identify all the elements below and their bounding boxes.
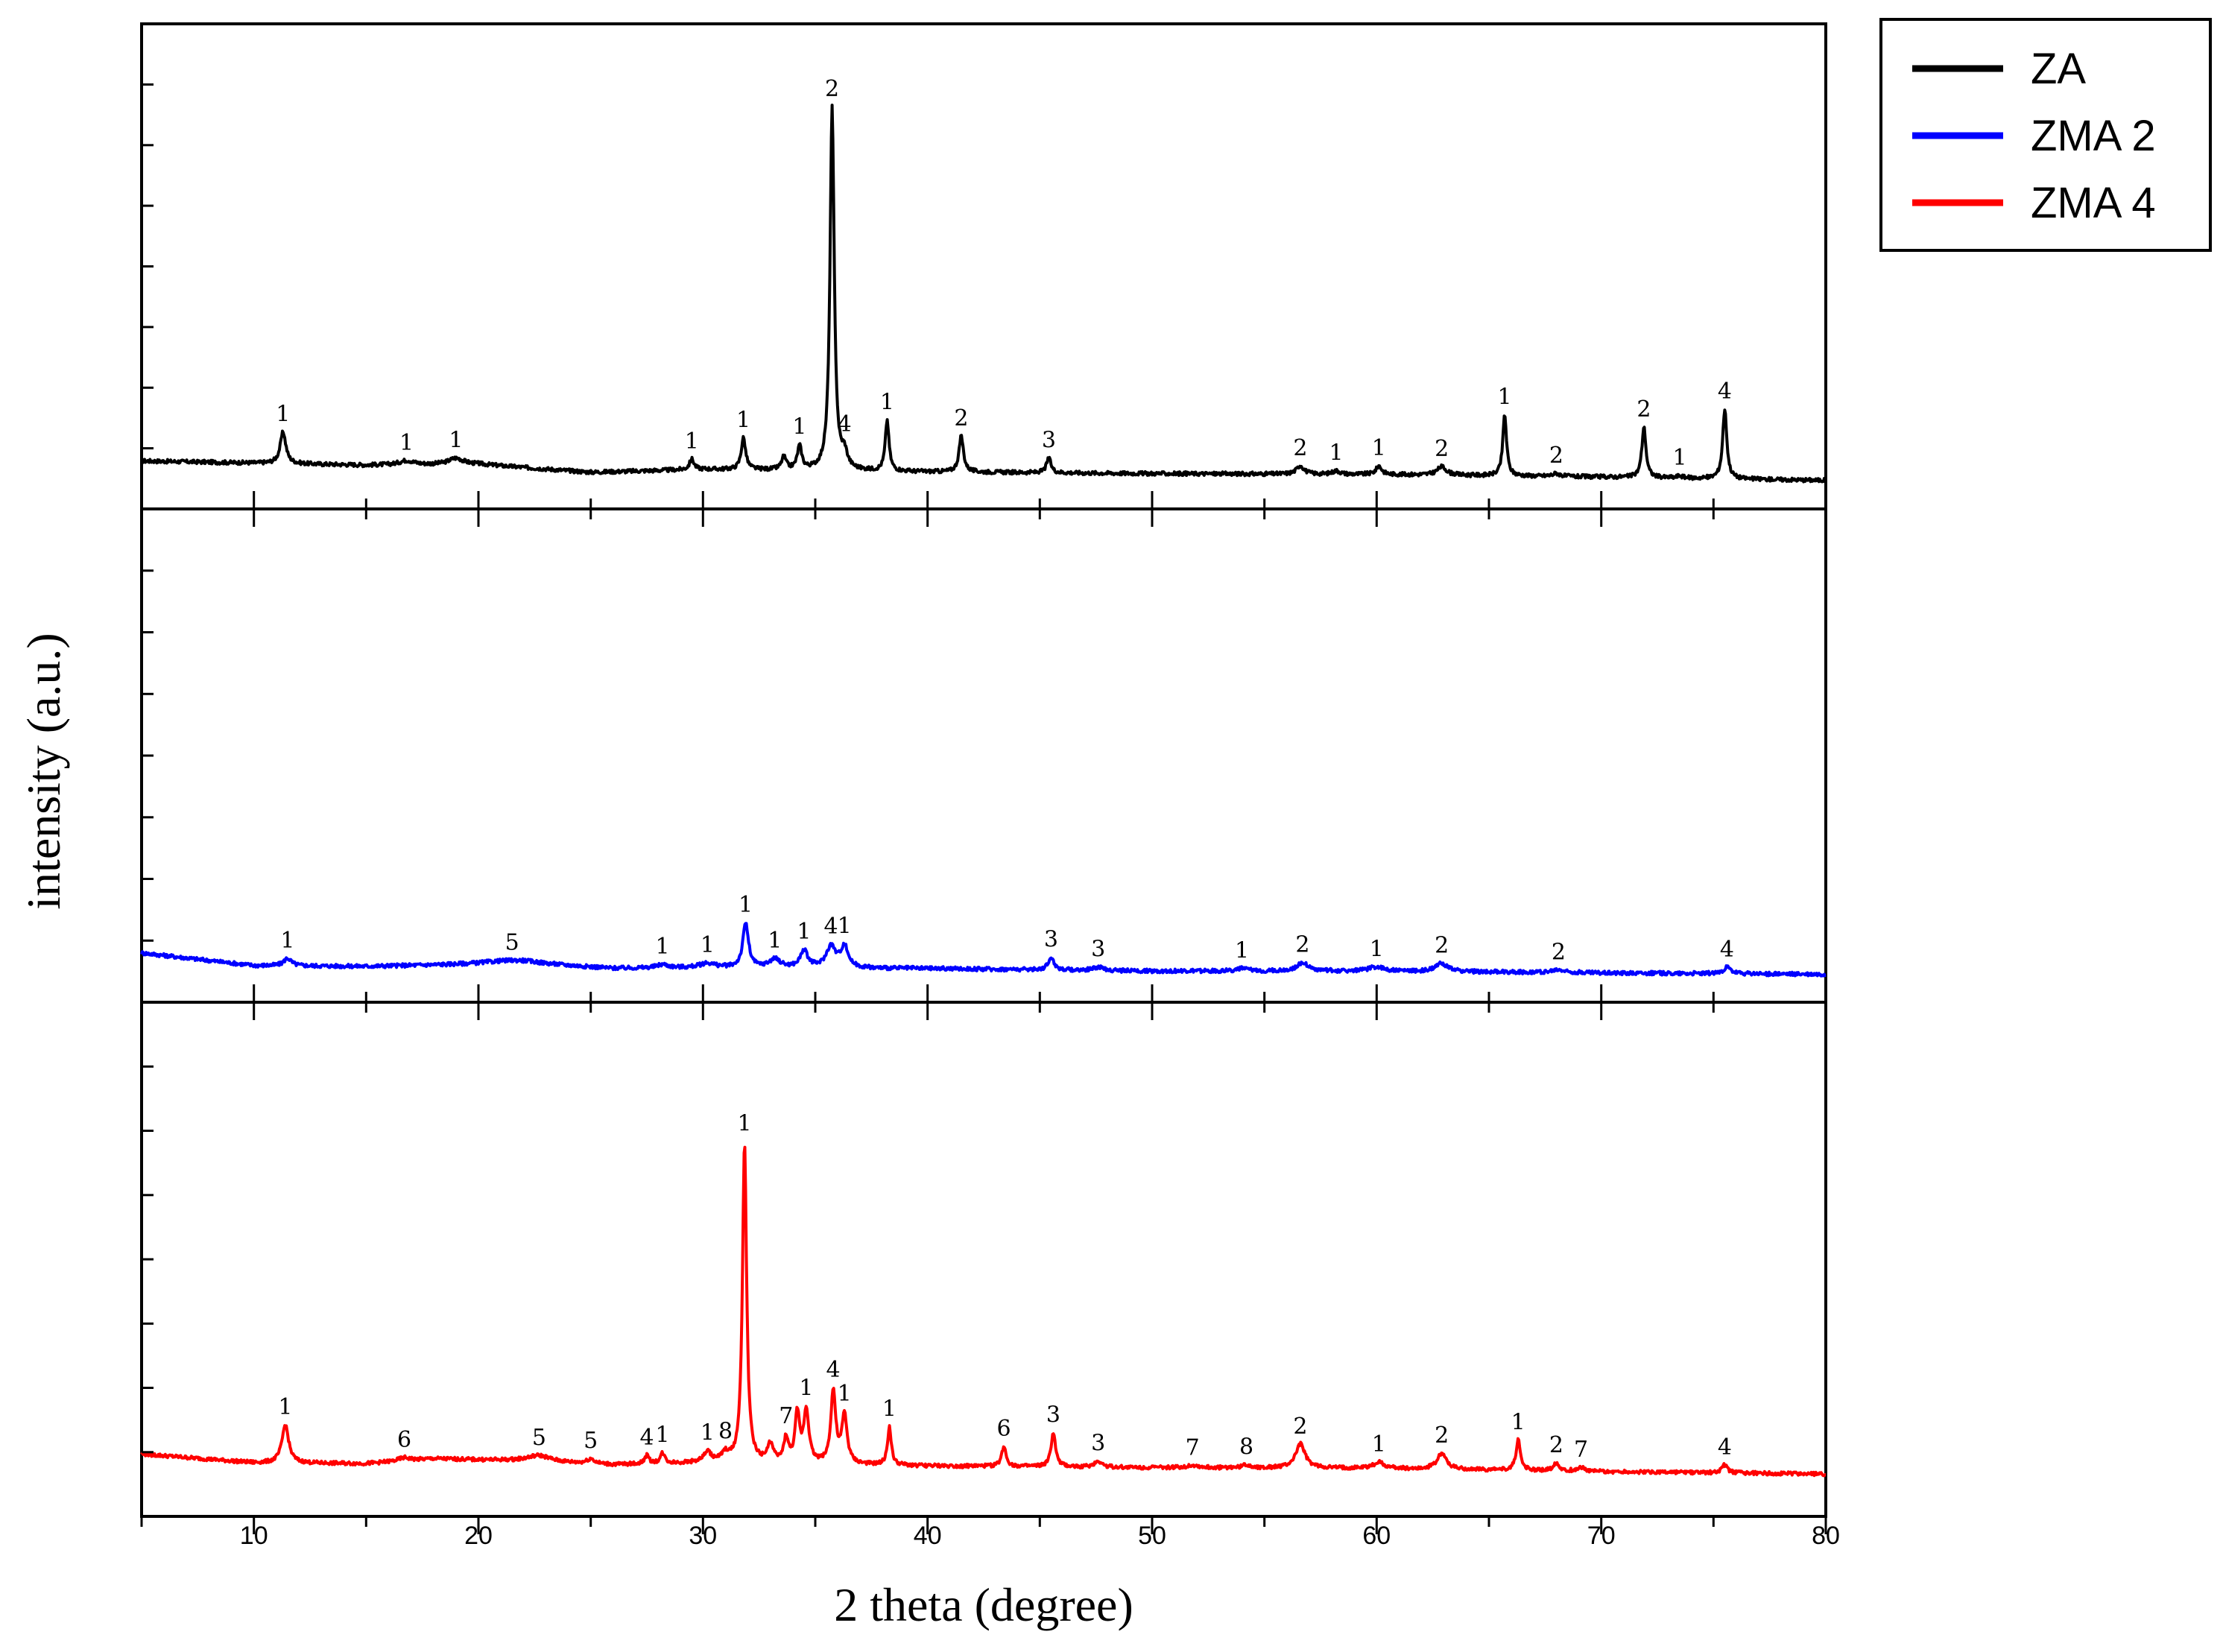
legend: ZA ZMA 2 ZMA 4 <box>1879 18 2212 252</box>
peak-label: 5 <box>505 930 519 956</box>
x-tick-label: 40 <box>914 1522 942 1550</box>
peak-label: 1 <box>838 913 852 939</box>
peak-label: 4 <box>1718 1434 1732 1460</box>
series-line-za <box>141 104 1827 484</box>
peak-label: 6 <box>997 1416 1011 1442</box>
peak-label: 2 <box>1552 940 1566 966</box>
peak-label: 4 <box>838 411 852 437</box>
peak-label: 1 <box>1370 936 1384 962</box>
peak-label: 1 <box>1673 445 1687 471</box>
peak-label: 1 <box>792 414 806 440</box>
peak-label: 2 <box>825 76 839 102</box>
peak-label: 6 <box>397 1427 411 1453</box>
peak-label: 8 <box>1239 1434 1253 1460</box>
peak-label: 2 <box>1549 1432 1563 1458</box>
peak-label: 3 <box>1046 1402 1060 1428</box>
peak-label: 2 <box>1549 443 1563 469</box>
peak-label: 4 <box>826 1357 841 1383</box>
peak-label: 1 <box>701 932 715 958</box>
y-axis-ticks <box>142 83 154 1454</box>
peak-label: 1 <box>738 1111 752 1137</box>
x-tick-label: 30 <box>689 1522 717 1550</box>
peak-label: 4 <box>1718 379 1732 405</box>
series-line-zma-2 <box>140 922 1827 978</box>
peak-label: 1 <box>768 928 782 954</box>
panel-zma-2: 1 5 1 111 1 4 13 3 1 2 1 2 2 4 <box>140 892 1827 978</box>
legend-label-zma-4: ZMA 4 <box>2031 179 2156 227</box>
peak-label: 1 <box>1511 1410 1525 1436</box>
x-tick-label: 50 <box>1138 1522 1166 1550</box>
peak-label: 1 <box>1372 1431 1386 1458</box>
x-axis-tick-labels: 10 20 30 40 50 60 70 80 <box>240 1522 1840 1550</box>
peak-label: 1 <box>797 919 811 945</box>
peak-label: 1 <box>880 390 894 416</box>
peak-label: 1 <box>882 1396 897 1422</box>
x-tick-label: 20 <box>464 1522 493 1550</box>
peak-label: 2 <box>1295 932 1309 958</box>
peak-label: 3 <box>1091 937 1105 963</box>
peak-label: 1 <box>278 1394 292 1420</box>
peak-label: 8 <box>718 1418 733 1444</box>
peak-label: 1 <box>799 1376 813 1402</box>
peak-label: 1 <box>656 934 670 960</box>
legend-label-za: ZA <box>2031 45 2086 93</box>
peak-label: 1 <box>1329 440 1344 466</box>
peak-label: 4 <box>824 914 838 940</box>
y-axis-title: intensity (a.u.) <box>17 633 70 909</box>
peak-label: 1 <box>838 1381 852 1407</box>
x-tick-label: 80 <box>1812 1522 1840 1550</box>
peak-label: 4 <box>639 1425 654 1451</box>
series-line-zma-4 <box>140 1145 1827 1478</box>
x-tick-label: 60 <box>1362 1522 1391 1550</box>
peak-label: 1 <box>656 1422 670 1449</box>
peak-label: 1 <box>701 1420 715 1446</box>
plot-frame <box>140 22 1827 1518</box>
peak-label: 4 <box>1720 937 1734 963</box>
peak-label: 1 <box>399 430 414 456</box>
peak-label: 5 <box>532 1425 546 1451</box>
peak-label: 3 <box>1044 927 1058 953</box>
peak-label: 1 <box>736 407 750 433</box>
peak-label: 1 <box>1498 384 1512 410</box>
peak-label: 1 <box>1235 938 1249 964</box>
peak-label: 2 <box>1435 436 1449 462</box>
peak-label: 1 <box>739 892 753 918</box>
x-tick-label: 70 <box>1587 1522 1616 1550</box>
peak-label: 2 <box>1637 396 1651 423</box>
peak-label: 7 <box>1574 1437 1588 1463</box>
peak-label: 3 <box>1042 428 1056 454</box>
x-axis-title: 2 theta (degree) <box>834 1578 1133 1631</box>
peak-label: 5 <box>584 1428 598 1454</box>
peak-label: 1 <box>280 928 294 954</box>
peak-label: 1 <box>449 428 463 454</box>
peak-label: 2 <box>1293 1414 1307 1440</box>
peak-label: 2 <box>1435 1422 1449 1449</box>
legend-label-zma-2: ZMA 2 <box>2031 112 2156 160</box>
peak-label: 1 <box>276 402 290 428</box>
x-axis-ticks <box>140 491 1827 1534</box>
peak-label: 2 <box>954 405 968 431</box>
peak-label: 7 <box>779 1403 793 1429</box>
peak-label: 2 <box>1293 435 1307 461</box>
peak-label: 2 <box>1435 932 1449 958</box>
peak-label: 1 <box>685 428 699 455</box>
peak-label: 3 <box>1091 1431 1105 1457</box>
x-tick-label: 10 <box>240 1522 268 1550</box>
peak-label: 1 <box>1372 435 1386 461</box>
peak-label: 7 <box>1186 1434 1200 1460</box>
